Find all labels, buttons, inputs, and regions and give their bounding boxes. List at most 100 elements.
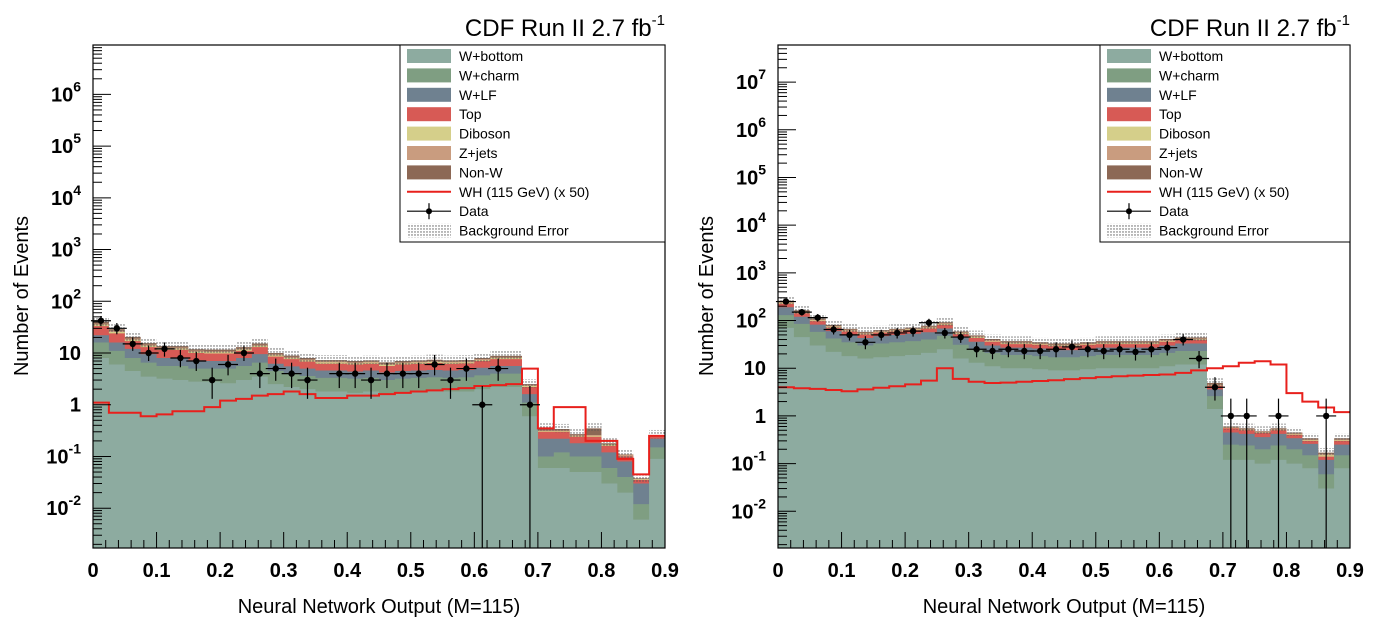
- error-band-bin: [569, 429, 586, 438]
- legend-swatch: [1107, 165, 1151, 180]
- y-tick-label: 104: [51, 182, 81, 210]
- error-band-bin: [490, 350, 507, 360]
- data-point: [129, 340, 136, 348]
- y-tick-label: 103: [51, 234, 81, 262]
- legend-swatch: [1107, 68, 1151, 83]
- data-point: [1084, 346, 1092, 353]
- data-point: [941, 329, 949, 337]
- y-tick-label: 102: [736, 305, 766, 333]
- y-tick-label: 106: [736, 114, 766, 142]
- data-point: [1179, 336, 1187, 343]
- data-point: [1164, 344, 1171, 351]
- x-tick-label: 0.3: [955, 560, 983, 582]
- legend-label: WH (115 GeV) (x 50): [459, 184, 589, 200]
- x-tick-label: 0.2: [206, 560, 234, 582]
- y-tick-label: 10: [59, 343, 81, 365]
- data-point: [909, 327, 917, 335]
- error-band-bin: [649, 429, 665, 439]
- legend-label: Data: [459, 203, 489, 219]
- y-tick-label: 106: [51, 78, 81, 106]
- error-band-bin: [617, 449, 634, 458]
- legend-swatch-marker: [426, 208, 432, 215]
- data-point: [526, 401, 534, 408]
- error-band-bin: [299, 353, 316, 362]
- legend-label: Data: [1159, 203, 1189, 219]
- error-band-bin: [379, 357, 395, 366]
- legend-swatch-hatch: [407, 223, 451, 238]
- error-band-bin: [601, 438, 618, 447]
- data-point: [1068, 343, 1076, 351]
- legend-swatch: [1107, 49, 1151, 63]
- legend-label: W+LF: [459, 87, 497, 103]
- legend-label: WH (115 GeV) (x 50): [1159, 184, 1289, 200]
- data-point: [1021, 347, 1028, 355]
- x-tick-label: 0.2: [891, 560, 919, 582]
- x-tick-label: 0.9: [1336, 560, 1364, 582]
- error-band-bin: [1000, 336, 1017, 345]
- x-tick-label: 0.5: [1082, 560, 1110, 582]
- error-band-bin: [267, 347, 284, 357]
- y-tick-label: 102: [51, 285, 81, 313]
- data-point: [240, 349, 248, 357]
- error-band-bin: [857, 327, 874, 336]
- x-axis-title: Neural Network Output (M=115): [923, 596, 1206, 618]
- legend-label: Z+jets: [1159, 145, 1198, 161]
- data-point: [1036, 347, 1044, 355]
- data-point: [415, 370, 422, 377]
- error-band-bin: [1127, 336, 1144, 345]
- error-band-bin: [1159, 334, 1176, 343]
- y-axis-title: Number of Events: [696, 216, 718, 376]
- y-tick-label: 1: [70, 395, 81, 417]
- error-band-bin: [394, 356, 411, 365]
- x-tick-label: 0.7: [1209, 560, 1237, 582]
- x-tick-label: 0.8: [1273, 560, 1301, 582]
- data-point: [113, 325, 121, 332]
- error-band-bin: [251, 338, 268, 348]
- y-tick-label: 105: [736, 161, 766, 189]
- error-band-bin: [873, 325, 890, 334]
- y-tick-label: 107: [736, 66, 766, 94]
- wh-signal-line: [93, 367, 665, 476]
- data-point: [782, 298, 790, 305]
- x-tick-label: 0.4: [333, 560, 362, 582]
- error-band-bin: [347, 356, 364, 365]
- data-point: [830, 326, 837, 333]
- error-band-bin: [220, 344, 236, 354]
- x-tick-label: 0.1: [828, 560, 856, 582]
- left-panel: 10-2 10-1 1 10 102 103 104 105 106 0 0.1 0.2 0.3 0.4 0…: [11, 12, 679, 618]
- data-point: [973, 346, 980, 353]
- data-point: [145, 349, 152, 357]
- data-point: [878, 331, 885, 339]
- data-point: [1227, 412, 1235, 420]
- error-band-bin: [315, 355, 332, 364]
- data-point: [479, 401, 486, 408]
- legend-swatch: [407, 165, 451, 180]
- error-band-bin: [633, 473, 650, 482]
- x-tick-label: 0.8: [588, 560, 616, 582]
- x-tick-label: 0.1: [143, 560, 171, 582]
- legend-swatch: [407, 146, 451, 160]
- error-band-bin: [283, 350, 300, 360]
- legend: W+bottom W+charm W+LF Top Diboson Z+jets Non-W…: [1099, 44, 1351, 243]
- data-point: [1052, 346, 1060, 353]
- error-band-bin: [936, 317, 953, 326]
- data-point: [846, 331, 853, 339]
- x-tick-label: 0.7: [524, 560, 552, 582]
- data-point: [351, 370, 359, 377]
- data-point: [399, 370, 407, 377]
- legend-label: Z+jets: [459, 145, 498, 161]
- x-tick-label: 0.5: [397, 560, 425, 582]
- data-point: [989, 347, 996, 355]
- legend-label: Diboson: [459, 126, 510, 142]
- x-tick-label: 0.6: [1145, 560, 1173, 582]
- legend-label: Top: [1159, 106, 1182, 122]
- error-band-bin: [363, 355, 379, 365]
- y-tick-label: 104: [736, 209, 766, 237]
- data-point: [1243, 412, 1250, 420]
- legend-swatch: [1107, 126, 1151, 141]
- data-point: [304, 376, 311, 384]
- data-point: [272, 365, 279, 372]
- data-point: [494, 365, 502, 372]
- error-band-bin: [474, 353, 491, 362]
- data-point: [1148, 346, 1155, 353]
